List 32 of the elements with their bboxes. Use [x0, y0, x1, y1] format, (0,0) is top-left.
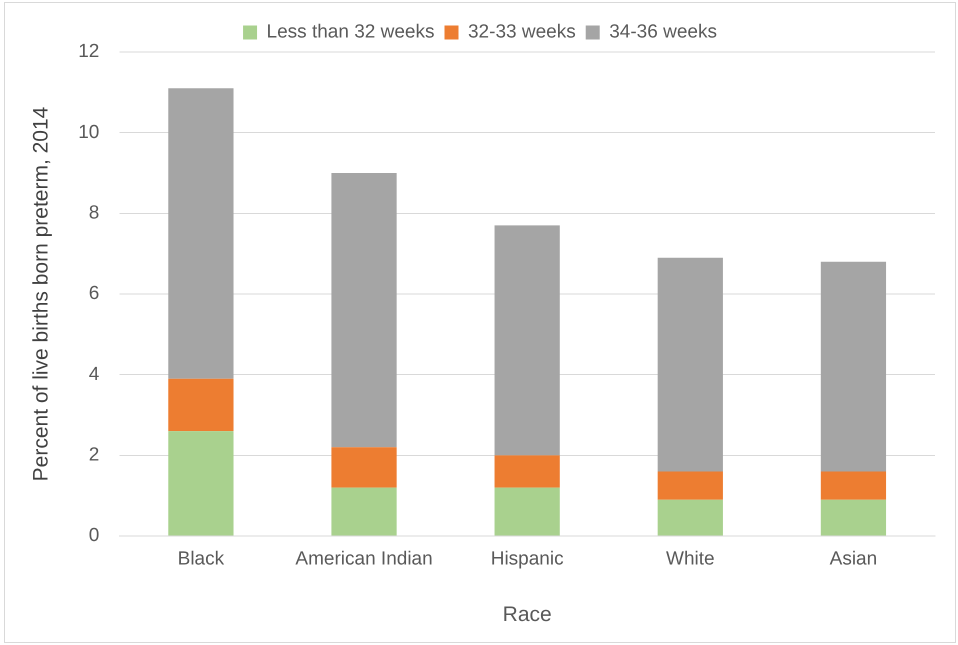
legend-label: 32-33 weeks — [468, 22, 576, 43]
bar — [494, 225, 560, 456]
x-tick-label: White — [666, 548, 715, 570]
bar — [168, 378, 234, 432]
bar — [658, 500, 723, 536]
y-tick-label: 0 — [88, 525, 100, 546]
x-tick-label: Hispanic — [490, 548, 564, 570]
bar — [331, 173, 397, 448]
x-tick-label: American Indian — [295, 548, 433, 570]
legend-label: 34-36 weeks — [609, 22, 717, 43]
y-tick-label: 6 — [88, 283, 100, 304]
bar — [494, 488, 560, 536]
bar — [331, 447, 397, 488]
x-tick-label: Black — [178, 548, 225, 570]
x-axis-title: Race — [502, 603, 552, 626]
x-tick-label: Asian — [830, 548, 878, 570]
y-tick-label: 8 — [88, 202, 100, 224]
y-axis-title: Percent of live births born preterm, 2014 — [29, 106, 52, 482]
bar — [494, 455, 560, 488]
bar — [331, 488, 397, 536]
bar — [168, 88, 234, 379]
y-tick-label: 2 — [88, 444, 100, 466]
bar — [658, 471, 723, 500]
y-tick-label: 10 — [78, 122, 100, 143]
y-tick-label: 12 — [78, 41, 100, 62]
bar — [658, 258, 723, 472]
legend-label: Less than 32 weeks — [266, 22, 435, 43]
bar — [820, 262, 886, 472]
bar — [820, 500, 886, 536]
bar — [820, 471, 886, 500]
bar — [168, 431, 234, 536]
y-tick-label: 4 — [88, 364, 100, 385]
